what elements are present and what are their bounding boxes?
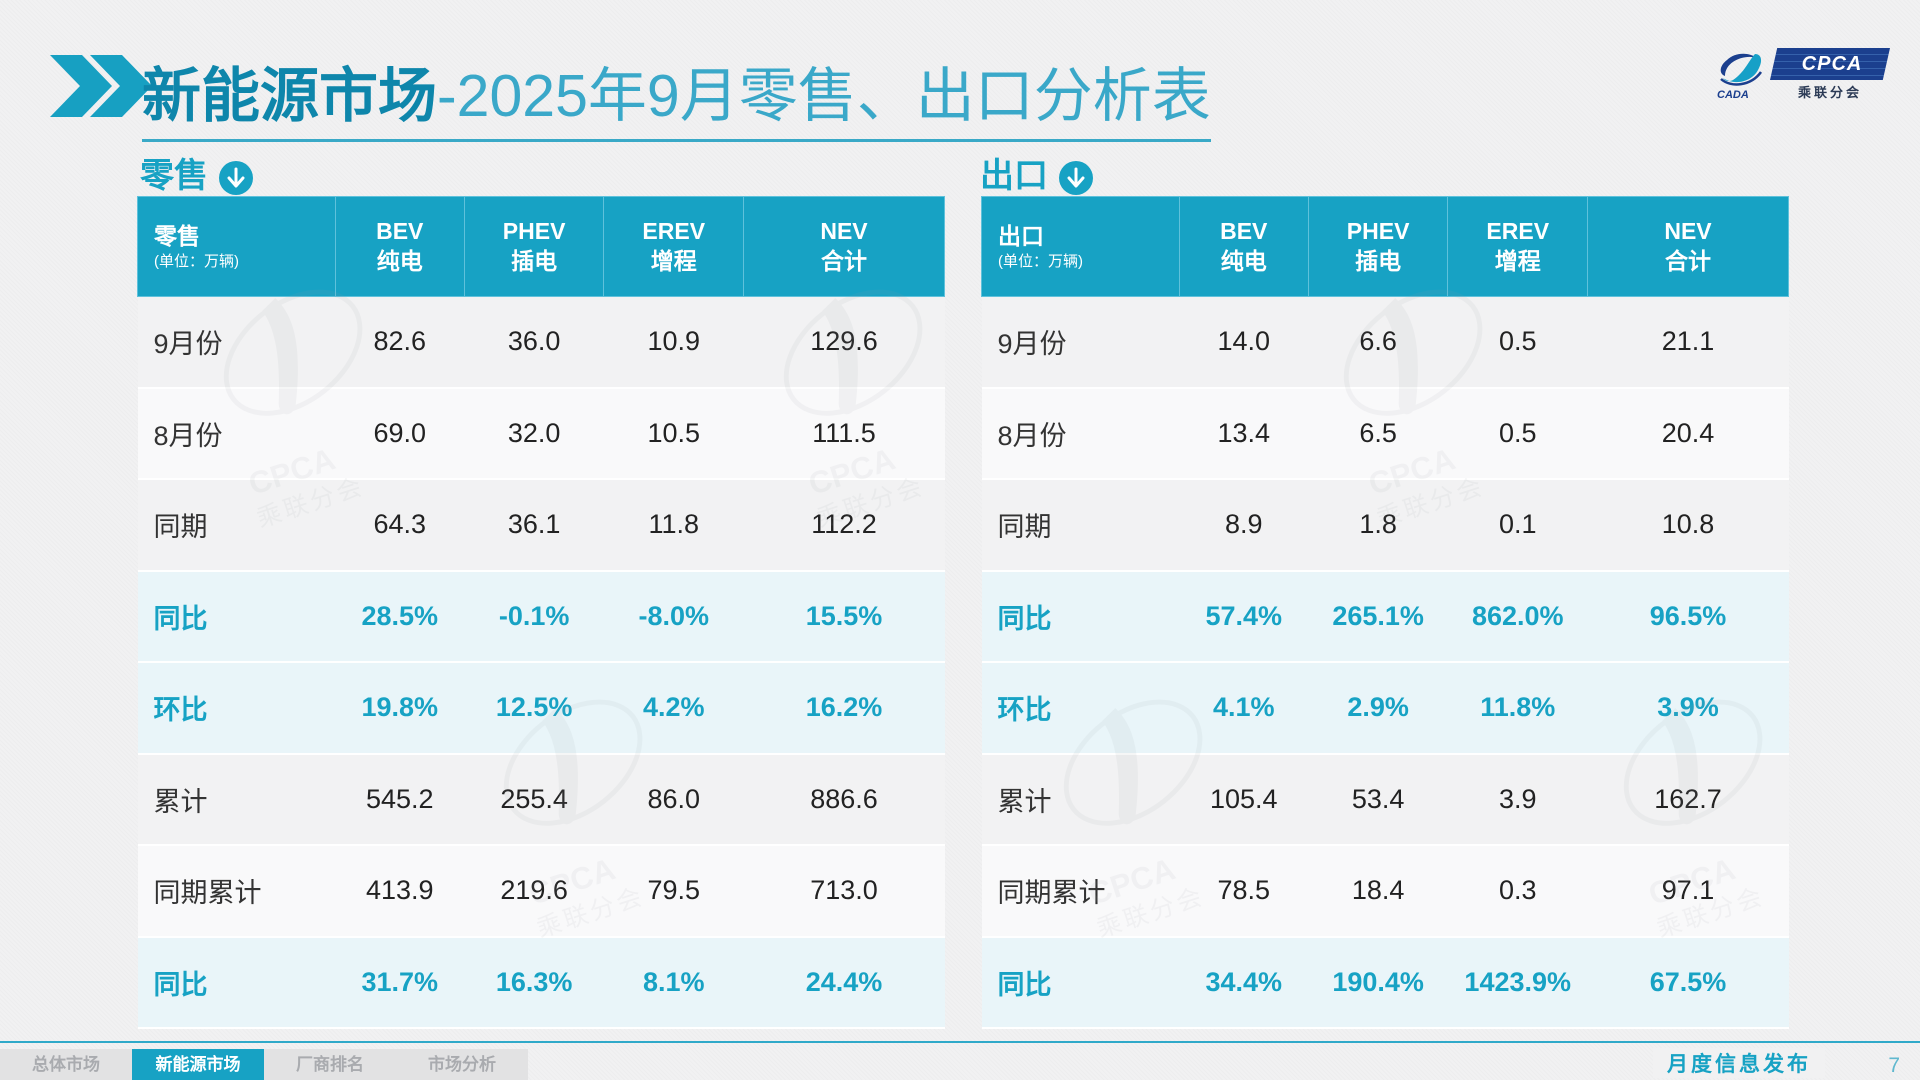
svg-text:CADA: CADA: [1717, 89, 1749, 101]
